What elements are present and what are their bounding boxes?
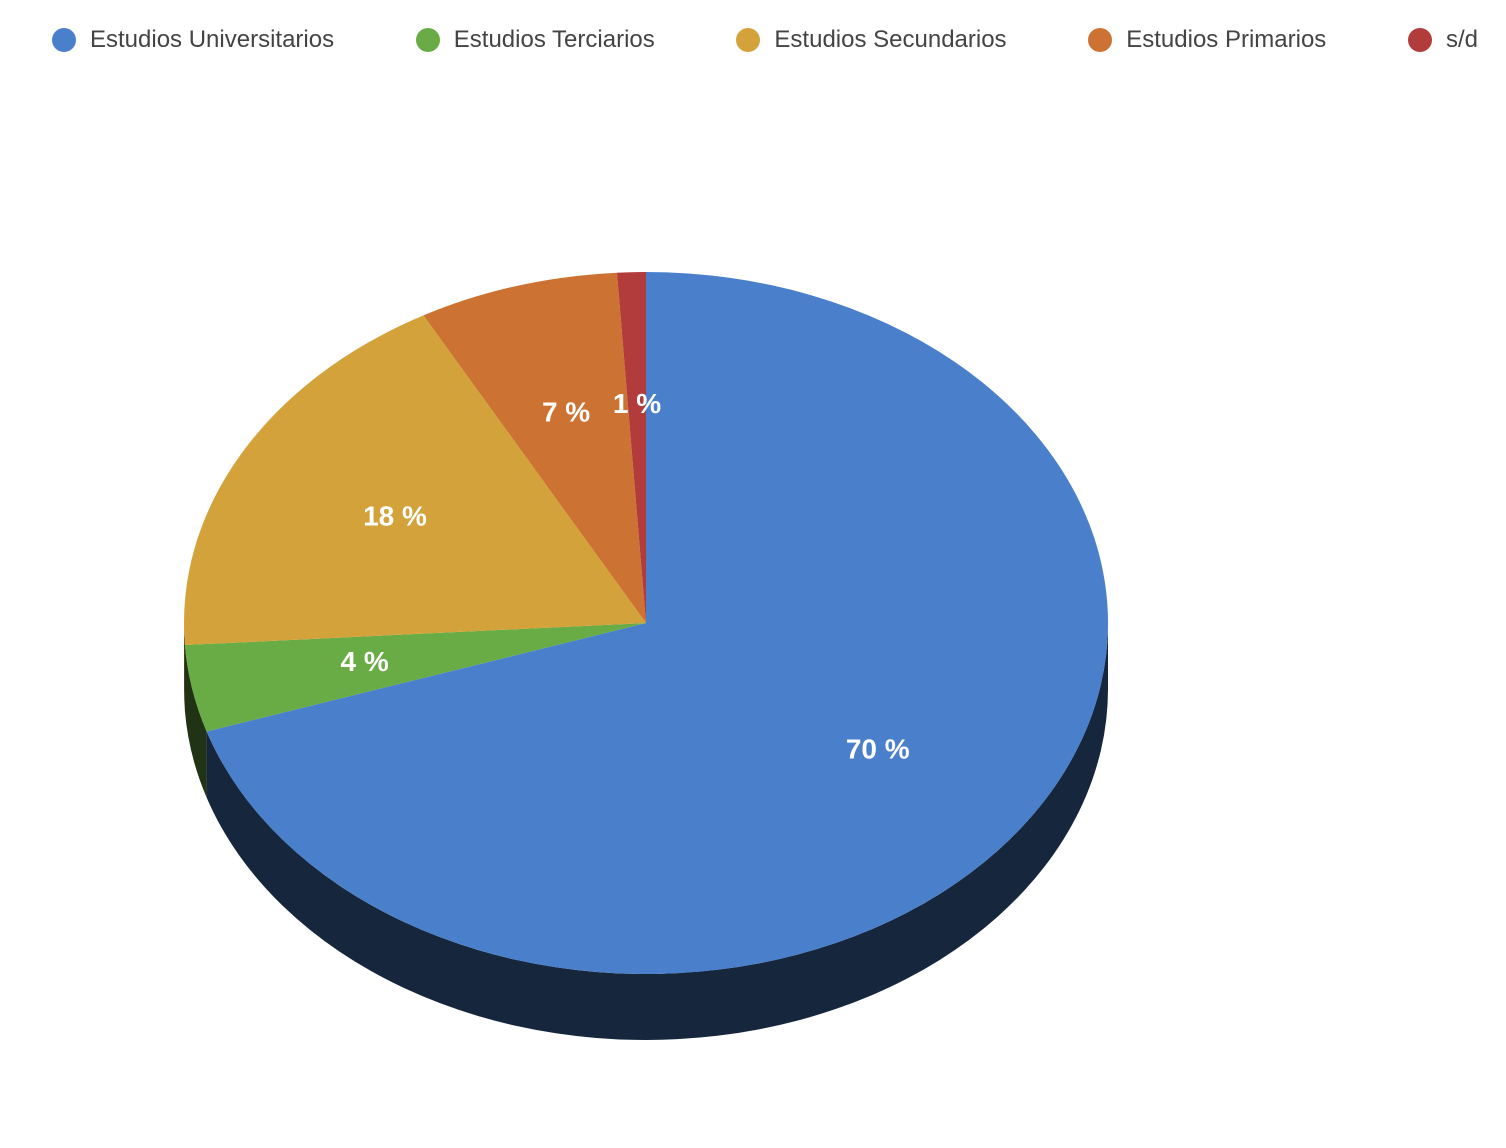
data-label: 70 % (846, 733, 910, 764)
pie-top (184, 272, 1109, 974)
legend: Estudios Universitarios Estudios Terciari… (52, 26, 1478, 54)
data-label: 18 % (363, 501, 427, 532)
legend-label: Estudios Terciarios (453, 26, 655, 53)
data-label: 7 % (542, 396, 590, 427)
pie-slice (184, 623, 646, 732)
legend-swatch (415, 28, 440, 52)
pie-slice (184, 315, 646, 646)
legend-swatch (1407, 28, 1432, 52)
pie-slice (423, 272, 646, 623)
data-label: 4 % (341, 646, 389, 677)
legend-label: s/d (1445, 26, 1478, 53)
legend-swatch (52, 28, 76, 52)
legend-item[interactable]: s/d (1407, 26, 1478, 54)
pie-sides (184, 623, 1109, 1040)
pie-slice-side (206, 623, 1109, 1040)
legend-item[interactable]: Estudios Universitarios (52, 26, 334, 54)
legend-item[interactable]: Estudios Terciarios (415, 26, 655, 54)
pie-slice (616, 272, 646, 623)
pie-labels: 70 % 4 % 18 % 7 % 1 % (341, 388, 910, 764)
legend-item[interactable]: Estudios Primarios (1088, 26, 1326, 54)
legend-item[interactable]: Estudios Secundarios (736, 26, 1007, 54)
pie-slice (206, 272, 1109, 974)
legend-label: Estudios Primarios (1126, 26, 1327, 53)
legend-label: Estudios Secundarios (774, 26, 1007, 53)
legend-swatch (736, 28, 761, 52)
data-label: 1 % (613, 388, 661, 419)
legend-label: Estudios Universitarios (90, 26, 335, 53)
pie-slice-side (184, 623, 185, 712)
pie-slice-side (184, 645, 207, 798)
legend-swatch (1088, 28, 1113, 52)
